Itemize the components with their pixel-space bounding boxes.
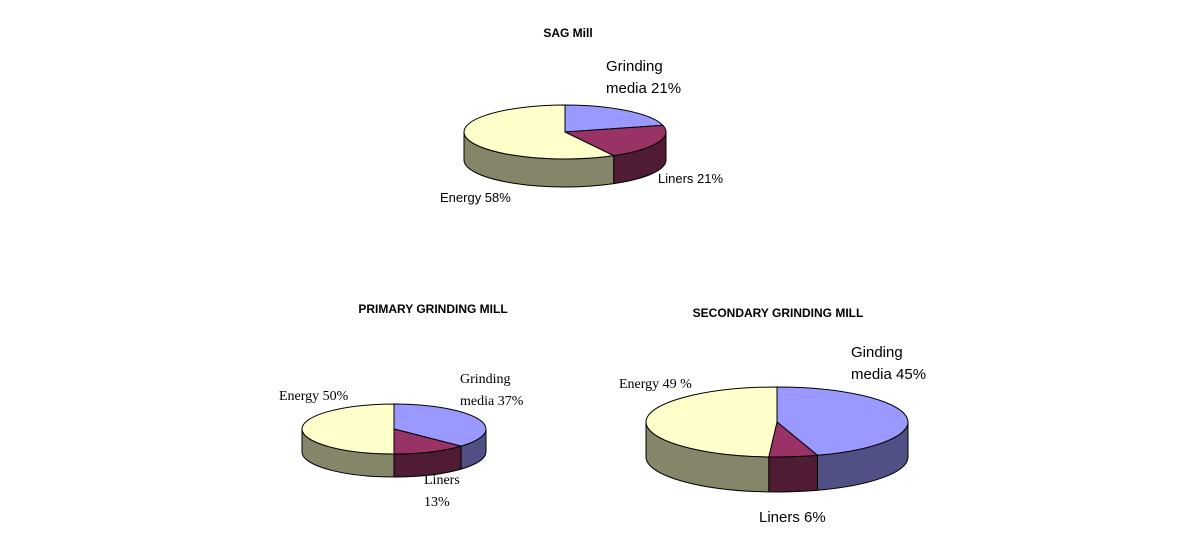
chart-title: PRIMARY GRINDING MILL xyxy=(358,302,507,316)
pie-slice-grinding-media xyxy=(776,386,909,456)
chart-title: SECONDARY GRINDING MILL xyxy=(693,306,864,320)
data-label-grinding-media: Ginding media 45% xyxy=(851,344,926,383)
pie-group: Ginding media 45% Liners 6% Energy 49 % xyxy=(619,344,926,526)
chart-title: SAG Mill xyxy=(543,26,592,40)
pie-group: Grinding media 37% Liners 13% Energy 50% xyxy=(279,372,524,510)
data-label-liners: Liners 6% xyxy=(759,509,826,526)
chart-sag-mill: SAG Mill Grinding media 21% Liners 21% Ener… xyxy=(440,26,723,205)
pie-slice-liners xyxy=(563,124,667,157)
data-label-energy: Energy 49 % xyxy=(619,377,692,392)
pie-group: Grinding media 21% Liners 21% Energy 58% xyxy=(440,58,723,205)
pie-slice-energy xyxy=(463,104,616,160)
pie-side-liners xyxy=(768,454,818,493)
data-label-liners: Liners 21% xyxy=(658,171,723,186)
data-label-grinding-media: Grinding media 37% xyxy=(460,372,524,409)
data-label-energy: Energy 58% xyxy=(440,190,511,205)
pie-slice-grinding-media xyxy=(564,104,664,133)
pie-slice-grinding-media xyxy=(393,403,487,447)
chart-primary-grinding-mill: PRIMARY GRINDING MILL Grinding media 37% L… xyxy=(279,302,524,510)
pie-slice-energy xyxy=(645,386,778,458)
chart-secondary-grinding-mill: SECONDARY GRINDING MILL Ginding media 45%… xyxy=(619,306,926,526)
pie-slice-liners xyxy=(393,428,463,455)
data-label-energy: Energy 50% xyxy=(279,389,349,404)
data-label-grinding-media: Grinding media 21% xyxy=(606,58,681,97)
pie-slice-energy xyxy=(301,403,395,455)
data-label-liners: Liners 13% xyxy=(424,473,460,510)
